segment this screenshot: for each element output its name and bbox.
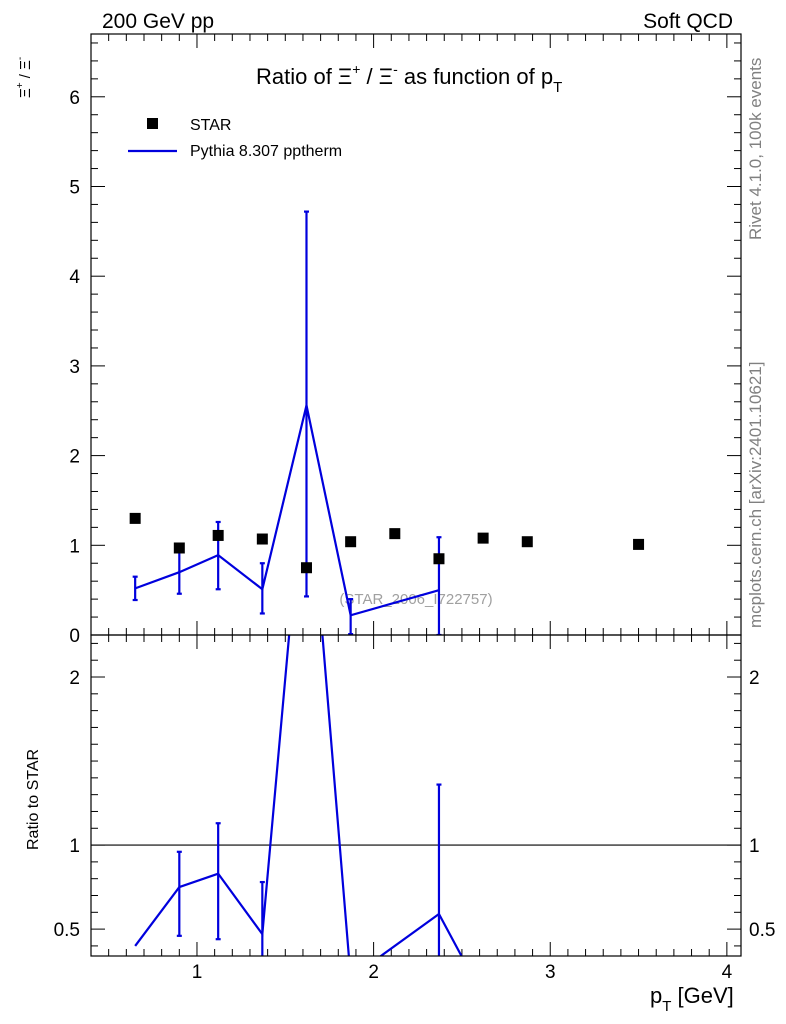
header-right: Soft QCD (643, 10, 733, 33)
legend-marker-star (147, 118, 158, 129)
star-data-point (477, 532, 489, 544)
top-panel-marks (129, 210, 645, 635)
top-y-tick-label: 0 (69, 626, 80, 647)
x-tick-label: 1 (192, 962, 203, 983)
star-data-point (256, 533, 268, 545)
top-y-tick-label: 1 (69, 536, 80, 557)
bottom-y-tick-label-right: 1 (749, 836, 760, 857)
analysis-watermark: (STAR_2006_I722757) (339, 591, 492, 608)
star-data-point (129, 512, 141, 524)
top-y-tick-label: 2 (69, 447, 80, 468)
bottom-y-tick-label: 2 (69, 668, 80, 689)
top-y-tick-label: 3 (69, 357, 80, 378)
star-data-point (389, 528, 401, 540)
bottom-y-tick-label: 1 (69, 836, 80, 857)
star-data-point (173, 542, 185, 554)
legend: STAR Pythia 8.307 pptherm (128, 117, 342, 160)
star-data-point (300, 562, 312, 574)
top-y-axis-label: Ξ+ / Ξ- (15, 57, 34, 98)
x-tick-label: 2 (368, 962, 379, 983)
star-data-point (433, 553, 445, 565)
bottom-panel-marks (91, 635, 741, 956)
star-data-point (345, 536, 357, 548)
axis-ticks (91, 34, 741, 956)
star-data-point (521, 536, 533, 548)
x-axis-label: pT [GeV] (650, 983, 734, 1015)
ratio-curve (134, 635, 463, 956)
legend-label-pythia: Pythia 8.307 pptherm (190, 143, 342, 160)
star-data-point (633, 538, 645, 550)
legend-label-star: STAR (190, 117, 231, 134)
pythia-curve (134, 405, 440, 617)
x-tick-label: 3 (545, 962, 556, 983)
bottom-y-tick-label-right: 0.5 (749, 920, 775, 941)
plot-title: Ratio of Ξ+ / Ξ- as function of pT (256, 61, 562, 96)
bottom-y-axis-label: Ratio to STAR (25, 749, 42, 850)
mcplots-label: mcplots.cern.ch [arXiv:2401.10621] (746, 362, 765, 628)
top-y-tick-label: 5 (69, 177, 80, 198)
bottom-y-tick-label: 0.5 (54, 920, 80, 941)
top-y-tick-label: 4 (69, 267, 80, 288)
bottom-y-tick-label-right: 2 (749, 668, 760, 689)
x-tick-label: 4 (722, 962, 733, 983)
axis-tick-labels: 1 2 3 4 0 1 2 3 4 5 6 0.5 0.5 1 1 2 2 (54, 88, 776, 983)
top-y-tick-label: 6 (69, 88, 80, 109)
rivet-version-label: Rivet 4.1.0, 100k events (746, 58, 765, 240)
bottom-panel-frame (90, 634, 742, 957)
star-data-point (212, 529, 224, 541)
header-left: 200 GeV pp (102, 10, 214, 33)
